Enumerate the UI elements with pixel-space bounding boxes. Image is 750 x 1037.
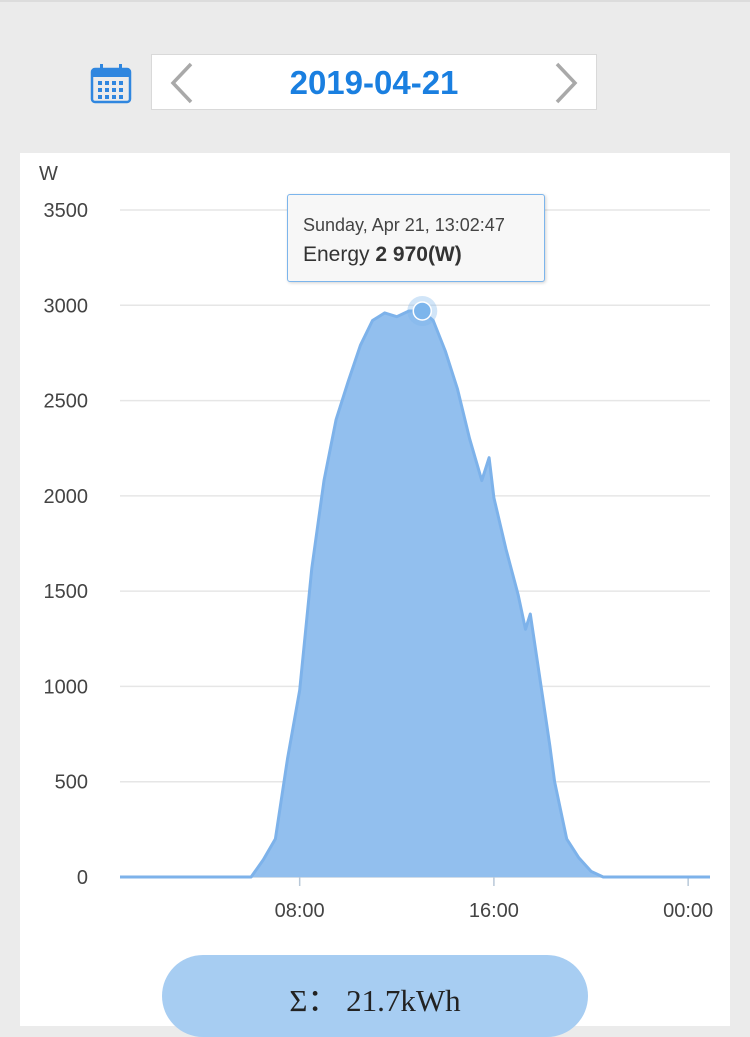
y-tick-label: 500 [55, 772, 88, 794]
date-navigator: 2019-04-21 [151, 54, 597, 110]
highlight-point [412, 301, 433, 321]
x-tick-label: 00:00 [663, 900, 713, 922]
top-divider [0, 0, 750, 2]
y-tick-label: 1000 [44, 676, 89, 698]
tooltip-value: 2 970(W) [375, 243, 462, 266]
total-energy-button[interactable]: Σ： 21.7kWh [162, 955, 588, 1037]
y-tick-label: 0 [77, 867, 88, 889]
y-tick-label: 3500 [44, 200, 89, 222]
tooltip-time: Sunday, Apr 21, 13:02:47 [303, 215, 505, 235]
calendar-icon[interactable] [90, 64, 132, 104]
y-tick-label: 1500 [44, 581, 89, 603]
y-tick-label: 2000 [44, 486, 89, 508]
chart-card: 0 500 1000 1500 2000 2500 3000 3500 W 08:00 16:00 0… [20, 153, 730, 1037]
y-axis-label: W [39, 163, 58, 185]
series-area [120, 311, 710, 877]
current-date[interactable]: 2019-04-21 [289, 64, 459, 101]
series-line [120, 309, 710, 879]
y-tick-label: 2500 [44, 391, 89, 413]
x-tick-label: 08:00 [275, 900, 325, 922]
x-tick-label: 16:00 [469, 900, 519, 922]
y-tick-label: 3000 [44, 295, 89, 317]
total-energy-label: Σ： 21.7kWh [289, 983, 461, 1018]
chevron-left-icon[interactable] [152, 55, 212, 111]
chevron-right-icon[interactable] [536, 55, 596, 111]
chart-tooltip: Sunday, Apr 21, 13:02:47 Energy 2 970(W) [287, 194, 545, 282]
energy-chart[interactable]: 0 500 1000 1500 2000 2500 3000 3500 W 08:00 16:00 0… [20, 153, 730, 953]
tooltip-label: Energy [303, 243, 370, 266]
